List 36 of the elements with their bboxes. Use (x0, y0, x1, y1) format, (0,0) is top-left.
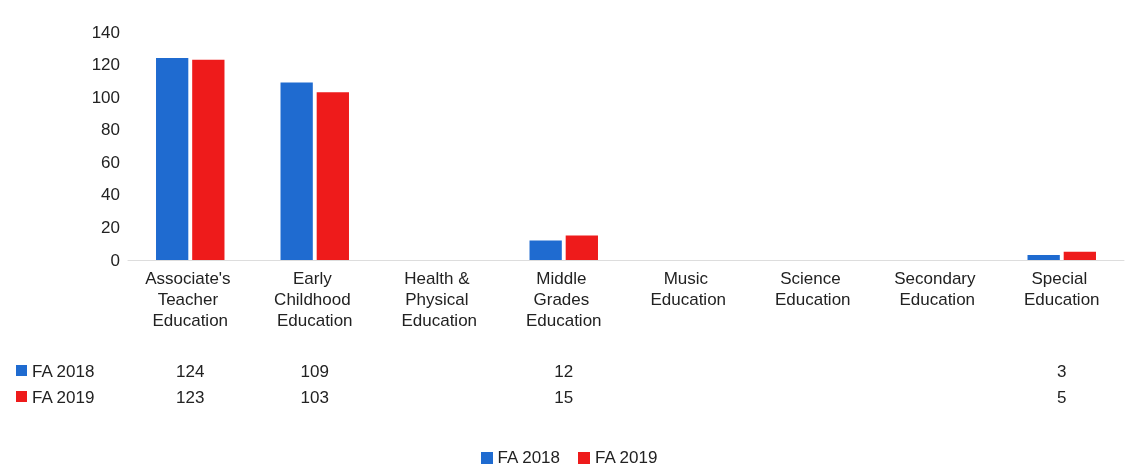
data-label: 124 (176, 361, 205, 381)
legend-label: FA 2019 (32, 387, 95, 407)
bar (316, 92, 349, 260)
x-tick-label: Early Childhood Education (274, 269, 356, 330)
y-tick-label: 120 (91, 55, 120, 75)
y-tick-label: 60 (101, 152, 120, 172)
text: FA 2019 (595, 448, 658, 467)
data-label: 103 (300, 387, 329, 407)
bar (1027, 255, 1060, 260)
bar (280, 82, 313, 260)
bar (156, 58, 189, 260)
x-tick-label: Health & Physical Education (401, 269, 478, 330)
data-label: 3 (1057, 361, 1067, 381)
bar (529, 240, 562, 260)
text: FA 2018 (497, 448, 560, 467)
bar (192, 59, 225, 260)
bar (1063, 251, 1096, 260)
data-label: 5 (1057, 387, 1067, 407)
y-tick-label: 100 (91, 87, 120, 107)
x-tick-label: Music Education (650, 269, 727, 309)
data-label: 109 (300, 361, 329, 381)
y-tick-label: 80 (101, 120, 120, 140)
legend-label: FA 2018 (32, 361, 95, 381)
data-label: 12 (554, 361, 574, 381)
x-tick-label: Science Education (774, 269, 851, 309)
y-tick-label: 20 (101, 217, 120, 237)
bar (565, 235, 598, 260)
data-label: 123 (176, 387, 205, 407)
x-tick-label: Special Education (1023, 269, 1100, 309)
x-tick-label: Associate's Teacher Education (145, 269, 236, 330)
x-tick-label: Secondary Education (894, 269, 981, 309)
x-tick-label: Middle Grades Education (525, 269, 602, 330)
y-tick-label: 140 (91, 22, 120, 42)
y-tick-label: 40 (101, 185, 120, 205)
data-label: 15 (554, 387, 574, 407)
y-tick-label: 0 (110, 250, 120, 270)
